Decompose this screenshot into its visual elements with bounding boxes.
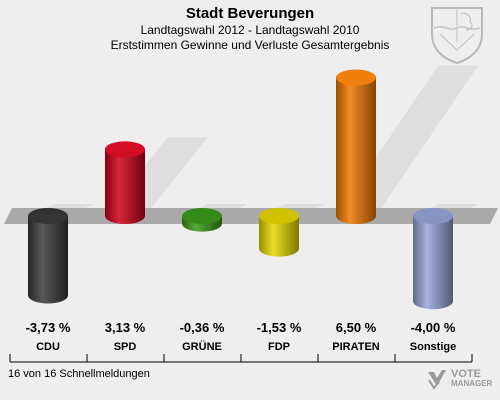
bar-top-spd bbox=[105, 141, 145, 158]
value-label-piraten: 6,50 % bbox=[336, 320, 377, 335]
category-label-cdu: CDU bbox=[36, 341, 60, 353]
bar-fdp bbox=[259, 216, 299, 257]
bar-top-sonstige bbox=[413, 208, 453, 224]
logo-text-vote: VOTE bbox=[451, 368, 481, 380]
category-label-gruene: GRÜNE bbox=[182, 340, 222, 353]
value-label-spd: 3,13 % bbox=[105, 320, 146, 335]
chart-title: Stadt Beverungen bbox=[185, 5, 315, 22]
logo-text-manager: MANAGER bbox=[451, 379, 493, 388]
category-label-spd: SPD bbox=[114, 341, 137, 353]
value-label-cdu: -3,73 % bbox=[26, 320, 71, 335]
category-labels: CDU SPD GRÜNE FDP PIRATEN Sonstige bbox=[36, 340, 456, 353]
value-label-sonstige: -4,00 % bbox=[411, 320, 456, 335]
value-label-fdp: -1,53 % bbox=[257, 320, 302, 335]
nrw-coat-of-arms-icon bbox=[431, 7, 483, 65]
bar-top-fdp bbox=[259, 208, 299, 224]
category-axis bbox=[9, 354, 473, 363]
chart-shadows bbox=[28, 65, 479, 216]
value-labels: -3,73 % 3,13 % -0,36 % -1,53 % 6,50 % -4,00 % bbox=[26, 320, 456, 335]
category-label-piraten: PIRATEN bbox=[332, 341, 380, 353]
bar-sonstige bbox=[413, 216, 453, 310]
bar-top-gruene bbox=[182, 208, 222, 224]
value-label-gruene: -0,36 % bbox=[180, 320, 225, 335]
bar-cdu bbox=[28, 216, 68, 304]
category-label-sonstige: Sonstige bbox=[410, 341, 456, 353]
bar-top-cdu bbox=[28, 208, 68, 224]
footer-note: 16 von 16 Schnellmeldungen bbox=[8, 368, 150, 380]
bar-top-piraten bbox=[336, 69, 376, 86]
chart-subtitle-election: Landtagswahl 2012 - Landtagswahl 2010 bbox=[140, 23, 360, 37]
votemanager-logo[interactable]: VOTE MANAGER bbox=[426, 368, 492, 390]
bar-piraten bbox=[336, 77, 376, 224]
votemanager-logo-icon bbox=[428, 370, 446, 390]
category-label-fdp: FDP bbox=[268, 341, 290, 353]
bars bbox=[28, 69, 453, 310]
bar-spd bbox=[105, 149, 145, 224]
chart-subtitle-description: Erststimmen Gewinne und Verluste Gesamte… bbox=[110, 38, 390, 52]
